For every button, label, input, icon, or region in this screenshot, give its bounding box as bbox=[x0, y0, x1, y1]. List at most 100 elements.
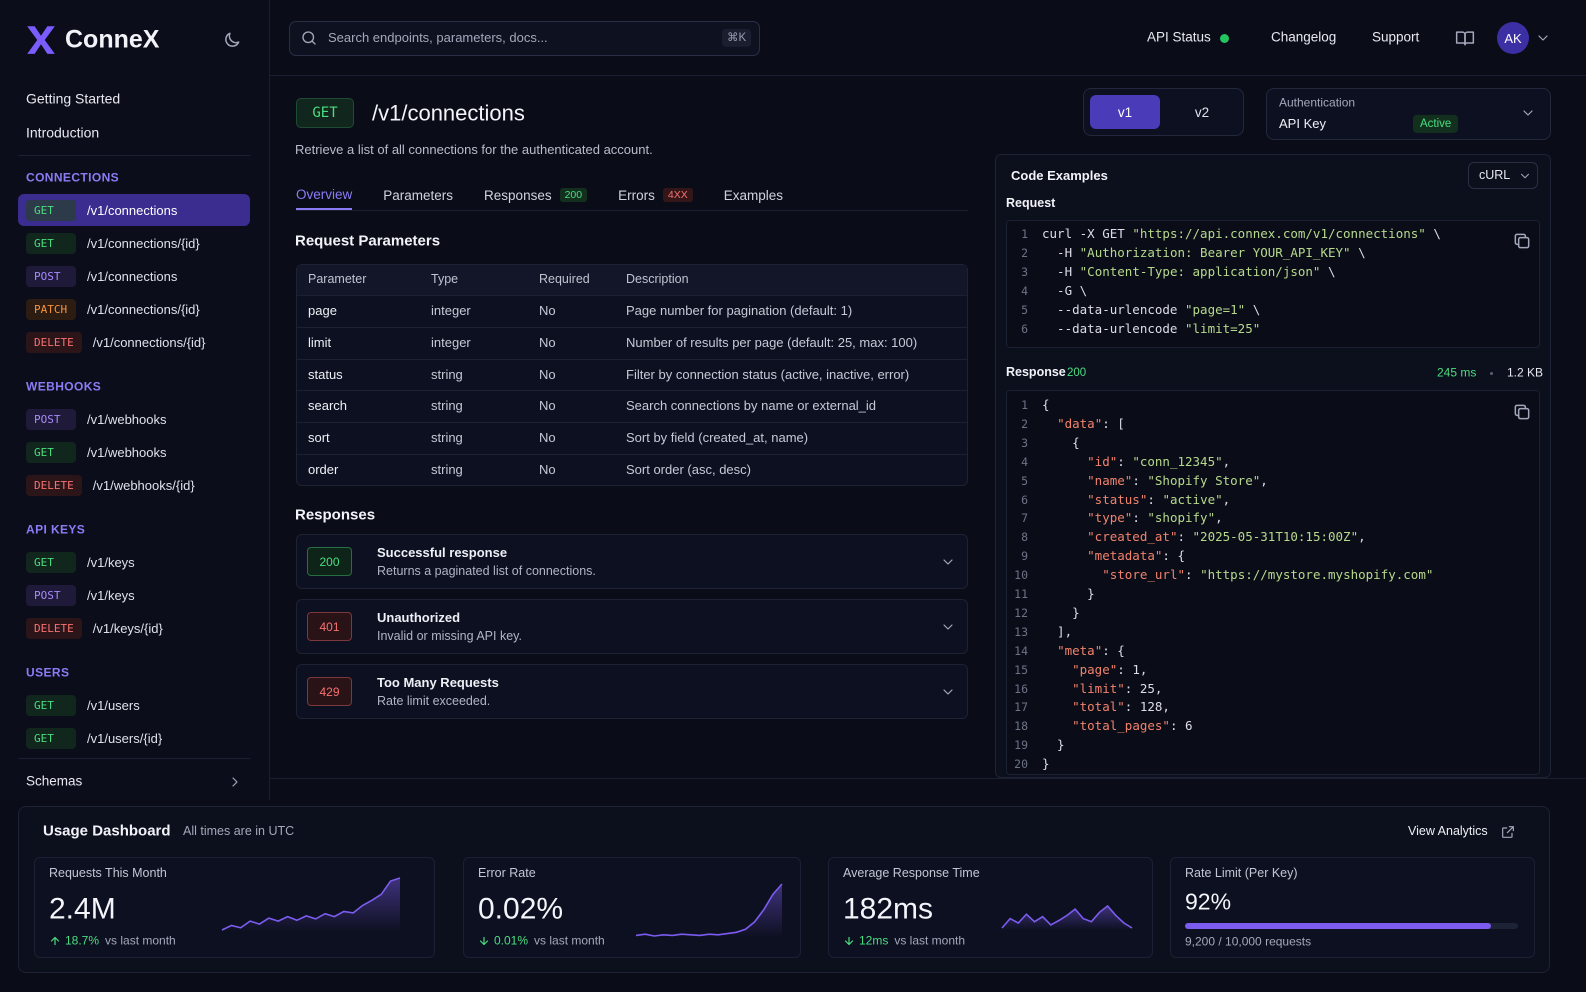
language-label: cURL bbox=[1479, 168, 1511, 183]
code-line: "limit": 25, bbox=[1072, 680, 1163, 696]
version-button[interactable]: v1 bbox=[1090, 95, 1160, 129]
line-number: 5 bbox=[1021, 473, 1028, 488]
sparkline-line bbox=[1001, 904, 1133, 929]
nav-endpoint[interactable]: POST/v1/connections bbox=[18, 260, 250, 292]
separator-dot bbox=[1490, 372, 1493, 375]
tab[interactable]: Overview bbox=[296, 180, 353, 210]
table-cell: integer bbox=[431, 334, 471, 350]
table-row-divider bbox=[297, 358, 967, 360]
nav-group-title: WEBHOOKS bbox=[26, 379, 102, 394]
language-select[interactable] bbox=[1468, 162, 1538, 189]
endpoint-path: /v1/keys/{id} bbox=[92, 620, 163, 636]
response-card[interactable] bbox=[296, 599, 968, 654]
table-cell: Number of results per page (default: 25,… bbox=[626, 334, 918, 350]
code-line: -G \ bbox=[1042, 283, 1088, 299]
code-line: --data-urlencode "limit=25" bbox=[1042, 321, 1261, 337]
chevron-down[interactable] bbox=[1535, 30, 1551, 46]
endpoint-path: /v1/users/{id} bbox=[87, 730, 163, 746]
analytics-link[interactable]: View Analytics bbox=[1408, 824, 1488, 839]
line-number: 15 bbox=[1014, 662, 1028, 677]
copy-button[interactable] bbox=[1512, 402, 1532, 422]
code-line: "store_url": "https://mystore.myshopify.… bbox=[1102, 567, 1434, 583]
status-dot bbox=[1220, 34, 1229, 43]
auth-select[interactable] bbox=[1266, 88, 1551, 140]
chevron-down bbox=[940, 619, 956, 635]
external-link[interactable] bbox=[1500, 824, 1516, 840]
sparkline bbox=[1001, 904, 1133, 930]
top-nav-link[interactable]: Support bbox=[1372, 29, 1420, 45]
section-title: Request Parameters bbox=[295, 232, 441, 250]
code-line: { bbox=[1042, 397, 1050, 413]
version-button[interactable]: v2 bbox=[1167, 95, 1237, 129]
method-text: GET bbox=[312, 105, 338, 121]
endpoint-path: /v1/keys bbox=[87, 587, 135, 603]
nav-endpoint[interactable]: POST/v1/keys bbox=[18, 579, 250, 611]
delta-arrow bbox=[478, 935, 490, 947]
copy-button[interactable] bbox=[1512, 231, 1532, 251]
logo bbox=[24, 23, 58, 57]
nav-endpoint[interactable]: DELETE/v1/connections/{id} bbox=[18, 326, 250, 358]
nav-link[interactable]: Schemas bbox=[26, 773, 83, 789]
main-divider bbox=[270, 778, 1586, 779]
code-block bbox=[1006, 220, 1540, 348]
line-number: 19 bbox=[1014, 738, 1028, 752]
tab[interactable]: Parameters bbox=[383, 180, 453, 210]
tab[interactable]: Errors 4XX bbox=[618, 180, 693, 210]
metric-card bbox=[1170, 857, 1535, 958]
code-section-label: Response bbox=[1006, 365, 1066, 380]
nav-endpoint[interactable]: GET/v1/keys bbox=[18, 546, 250, 578]
search-box[interactable] bbox=[289, 21, 760, 56]
code-line: ], bbox=[1042, 623, 1073, 639]
code-line: --data-urlencode "page=1" \ bbox=[1042, 302, 1261, 318]
docs-icon[interactable] bbox=[1455, 28, 1475, 48]
nav-endpoint[interactable]: POST/v1/webhooks bbox=[18, 403, 250, 435]
nav-endpoint[interactable]: GET/v1/users bbox=[18, 689, 250, 721]
tab[interactable]: Examples bbox=[724, 180, 783, 210]
table-header-cell: Required bbox=[539, 272, 590, 287]
tab[interactable]: Responses 200 bbox=[484, 180, 588, 210]
table-cell: No bbox=[539, 398, 556, 414]
sparkline-line bbox=[221, 877, 401, 931]
dashboard-note: All times are in UTC bbox=[183, 824, 295, 839]
metric-value: 0.02% bbox=[478, 892, 564, 926]
avatar-initials: AK bbox=[1504, 30, 1522, 46]
code-line: -H "Authorization: Bearer YOUR_API_KEY" … bbox=[1042, 245, 1366, 261]
nav-endpoint[interactable]: GET/v1/webhooks bbox=[18, 436, 250, 468]
nav-endpoint[interactable]: GET/v1/connections bbox=[18, 194, 250, 226]
code-line: "type": "shopify", bbox=[1087, 510, 1223, 526]
dashboard-title: Usage Dashboard bbox=[43, 822, 171, 840]
nav-endpoint[interactable]: GET/v1/users/{id} bbox=[18, 722, 250, 754]
top-nav-link[interactable]: Changelog bbox=[1271, 29, 1337, 45]
endpoint-path: /v1/keys bbox=[87, 554, 135, 570]
theme-toggle[interactable] bbox=[222, 30, 242, 50]
nav-link[interactable]: Getting Started bbox=[26, 90, 121, 107]
line-number: 9 bbox=[1021, 549, 1028, 563]
table-cell: Page number for pagination (default: 1) bbox=[626, 302, 853, 318]
method-badge: DELETE bbox=[26, 474, 82, 496]
auth-value: API Key bbox=[1279, 115, 1326, 131]
tab-label: Overview bbox=[296, 186, 353, 202]
nav-link[interactable]: Introduction bbox=[26, 124, 100, 141]
sidebar-divider bbox=[18, 155, 250, 156]
method-badge: GET bbox=[26, 441, 76, 463]
response-card[interactable] bbox=[296, 664, 968, 719]
avatar[interactable]: AK bbox=[1497, 22, 1529, 54]
endpoint-title: /v1/connections bbox=[372, 100, 525, 126]
metric-label: Rate Limit (Per Key) bbox=[1185, 866, 1298, 881]
response-card[interactable] bbox=[296, 534, 968, 589]
code-line: "id": "conn_12345", bbox=[1087, 453, 1231, 469]
nav-endpoint[interactable]: DELETE/v1/keys/{id} bbox=[18, 612, 250, 644]
method-badge: DELETE bbox=[26, 617, 82, 639]
nav-endpoint[interactable]: PATCH/v1/connections/{id} bbox=[18, 293, 250, 325]
table-cell: No bbox=[539, 366, 556, 382]
table-cell: order bbox=[308, 461, 339, 477]
nav-endpoint[interactable]: DELETE/v1/webhooks/{id} bbox=[18, 469, 250, 501]
metric-delta: 0.01% vs last month bbox=[494, 934, 605, 949]
table-cell: status bbox=[308, 366, 343, 382]
table-cell: No bbox=[539, 302, 556, 318]
table-row-divider bbox=[297, 326, 967, 328]
nav-endpoint[interactable]: GET/v1/connections/{id} bbox=[18, 227, 250, 259]
sparkline-area bbox=[222, 878, 400, 932]
api-status[interactable]: API Status bbox=[1147, 29, 1211, 45]
method-badge: POST bbox=[26, 408, 76, 430]
